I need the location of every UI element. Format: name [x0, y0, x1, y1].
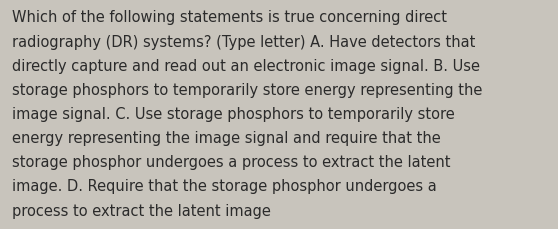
Text: energy representing the image signal and require that the: energy representing the image signal and… [12, 131, 441, 145]
Text: storage phosphor undergoes a process to extract the latent: storage phosphor undergoes a process to … [12, 155, 451, 169]
Text: storage phosphors to temporarily store energy representing the: storage phosphors to temporarily store e… [12, 82, 483, 97]
Text: image signal. C. Use storage phosphors to temporarily store: image signal. C. Use storage phosphors t… [12, 106, 455, 121]
Text: radiography (DR) systems? (Type letter) A. Have detectors that: radiography (DR) systems? (Type letter) … [12, 34, 475, 49]
Text: process to extract the latent image: process to extract the latent image [12, 203, 271, 218]
Text: image. D. Require that the storage phosphor undergoes a: image. D. Require that the storage phosp… [12, 179, 437, 194]
Text: directly capture and read out an electronic image signal. B. Use: directly capture and read out an electro… [12, 58, 480, 73]
Text: Which of the following statements is true concerning direct: Which of the following statements is tru… [12, 10, 448, 25]
